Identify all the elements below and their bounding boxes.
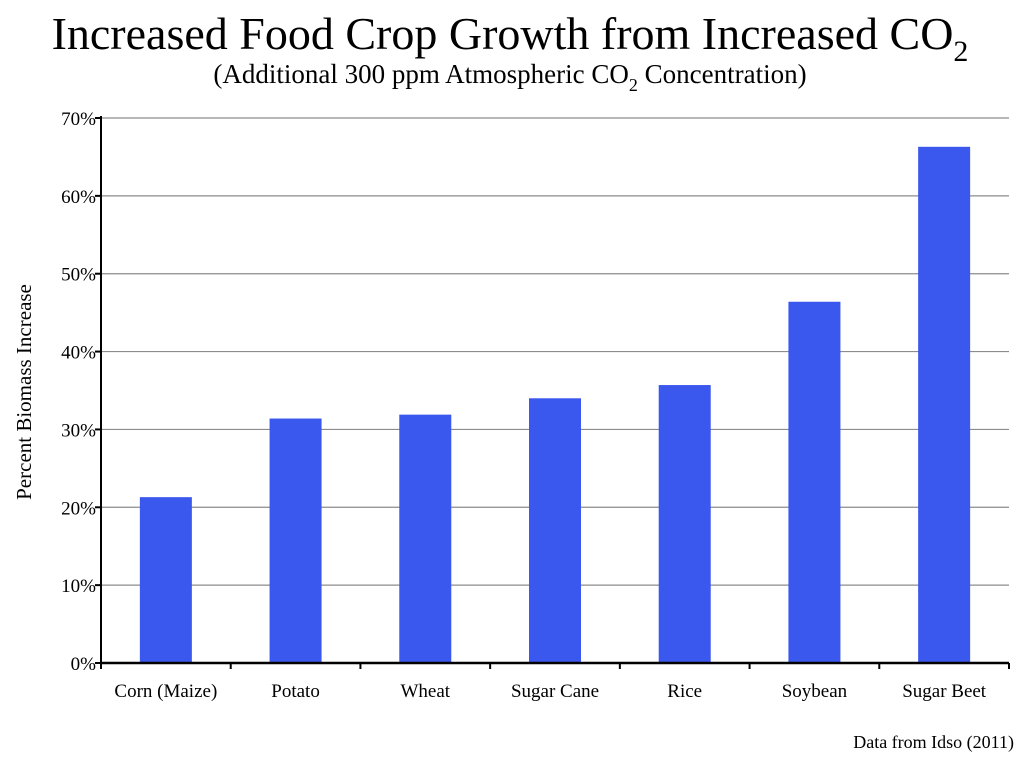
bars: [139, 146, 971, 664]
x-tick-label: Wheat: [400, 681, 450, 702]
y-tick-label: 20%: [61, 498, 96, 519]
x-tick-label: Sugar Beet: [902, 681, 987, 702]
y-tick-label: 50%: [61, 265, 96, 286]
x-tick-label: Rice: [667, 681, 702, 702]
chart-title-main: Increased Food Crop Growth from Increase…: [52, 8, 954, 59]
bar: [918, 146, 971, 664]
y-tick-label: 70%: [61, 109, 96, 130]
chart-title-subscript: 2: [953, 35, 968, 68]
chart-subtitle-after: Concentration): [638, 59, 807, 89]
bar: [399, 414, 452, 663]
source-note: Data from Idso (2011): [853, 732, 1014, 753]
bar: [658, 385, 711, 663]
y-tick-labels: 0% 10% 20% 30% 40% 50% 60% 70%: [61, 109, 96, 675]
chart-title: Increased Food Crop Growth from Increase…: [52, 8, 969, 68]
x-tick-label: Potato: [271, 681, 320, 702]
chart-subtitle-subscript: 2: [629, 75, 638, 95]
x-tick-labels: Corn (Maize) Potato Wheat Sugar Cane Rice Soy…: [114, 681, 986, 702]
y-tick-label: 40%: [61, 343, 96, 364]
y-axis-title: Percent Biomass Increase: [12, 284, 36, 500]
y-tick-label: 30%: [61, 420, 96, 441]
y-tick-label: 10%: [61, 576, 96, 597]
x-tick-label: Soybean: [782, 681, 848, 702]
x-tick-label: Corn (Maize): [114, 681, 217, 702]
axes: [95, 116, 1010, 669]
x-tick-label: Sugar Cane: [511, 681, 599, 702]
bar: [139, 497, 192, 663]
bar: [529, 398, 581, 663]
chart-subtitle: (Additional 300 ppm Atmospheric CO2 Conc…: [213, 59, 806, 95]
bar: [788, 301, 841, 663]
y-tick-label: 0%: [71, 654, 97, 675]
bar: [269, 418, 322, 663]
y-tick-label: 60%: [61, 187, 96, 208]
chart-subtitle-before: (Additional 300 ppm Atmospheric CO: [213, 59, 628, 89]
